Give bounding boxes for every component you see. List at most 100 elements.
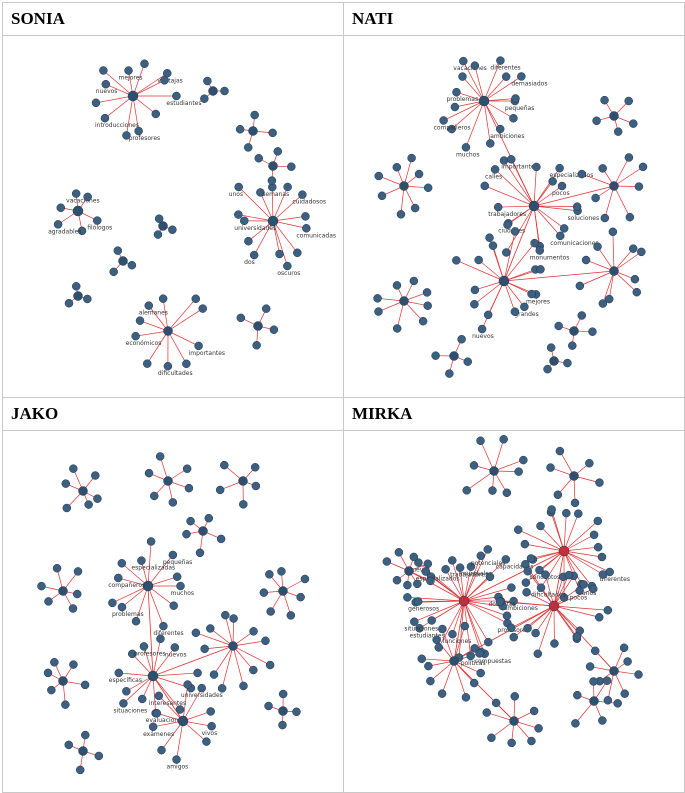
node (115, 669, 123, 677)
node (514, 526, 522, 534)
edge (233, 646, 270, 665)
panel-title: NATI (344, 3, 685, 36)
node (218, 684, 226, 692)
node (470, 679, 478, 687)
node (72, 282, 80, 290)
node (118, 559, 126, 567)
edge (534, 186, 614, 206)
edge (580, 271, 614, 286)
node (477, 552, 485, 560)
node (63, 504, 71, 512)
node (378, 192, 386, 200)
node (172, 92, 180, 100)
node (152, 110, 160, 118)
node (397, 210, 405, 218)
node (556, 447, 564, 455)
node (268, 177, 276, 185)
node (609, 228, 617, 236)
node (249, 127, 258, 136)
node-label: filólogos (87, 225, 112, 232)
node (610, 667, 619, 676)
node (220, 461, 228, 469)
node (450, 657, 459, 666)
edge (614, 157, 629, 186)
node (574, 510, 582, 518)
node (249, 666, 257, 674)
node (470, 300, 478, 308)
node (192, 295, 200, 303)
node (438, 625, 446, 633)
node (562, 509, 570, 517)
node (79, 747, 88, 756)
node (140, 60, 148, 68)
node (265, 702, 273, 710)
node (255, 154, 263, 162)
node (283, 262, 291, 270)
node (164, 362, 172, 370)
node (170, 602, 178, 610)
edge (614, 186, 630, 217)
node-label: universidades (181, 692, 223, 699)
node (604, 606, 612, 614)
node-label: mejores (526, 298, 550, 305)
node (536, 265, 544, 273)
edge (613, 232, 614, 271)
node-label: comunicaciones (550, 240, 598, 247)
node (528, 290, 536, 298)
node (565, 571, 573, 579)
node (529, 201, 539, 211)
node (158, 746, 166, 754)
node (73, 206, 83, 216)
edge (168, 331, 199, 346)
node (578, 170, 586, 178)
node (496, 598, 504, 606)
node (558, 182, 566, 190)
node (610, 112, 619, 121)
node (484, 638, 492, 646)
node (69, 465, 77, 473)
node (156, 635, 164, 643)
node (209, 87, 218, 96)
node (481, 182, 489, 190)
node (484, 545, 492, 553)
node (239, 500, 247, 508)
node (69, 604, 77, 612)
node (470, 461, 478, 469)
node (451, 103, 459, 111)
node (403, 593, 411, 601)
node-label: políticas (461, 660, 486, 667)
node (452, 256, 460, 264)
node (250, 627, 258, 635)
node-label: importantes (189, 350, 225, 357)
node (452, 88, 460, 96)
node (198, 684, 206, 692)
node (65, 299, 73, 307)
node (93, 495, 101, 503)
node (150, 492, 158, 500)
node (84, 193, 92, 201)
node (599, 164, 607, 172)
node (496, 57, 504, 65)
node (403, 581, 411, 589)
node (635, 183, 643, 191)
node (507, 155, 515, 163)
node-label: interesantes (149, 700, 186, 707)
node (195, 342, 203, 350)
node (61, 701, 69, 709)
node (537, 584, 545, 592)
node (302, 224, 310, 232)
node (598, 717, 606, 725)
node (265, 570, 273, 578)
node (400, 182, 409, 191)
node (184, 681, 192, 689)
node (571, 719, 579, 727)
node (610, 182, 619, 191)
node (192, 629, 200, 637)
node (383, 558, 391, 566)
node (44, 669, 52, 677)
node (199, 305, 207, 313)
node (511, 692, 519, 700)
node (216, 486, 224, 494)
node (601, 96, 609, 104)
edge (177, 721, 183, 760)
